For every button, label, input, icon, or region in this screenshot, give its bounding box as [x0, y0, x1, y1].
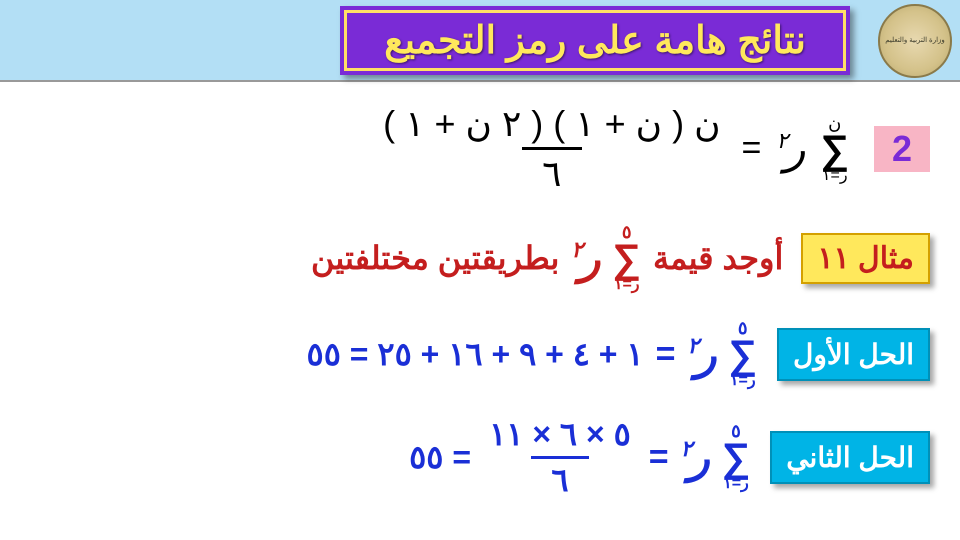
example-text: أوجد قيمة ٥ ∑ ر=١ ر٢ بطريقتين مختلفتين: [311, 223, 783, 293]
solution2-row: الحل الثاني ٥ ∑ ر=١ ر٢ = ٥ × ٦ × ١١ ٦ = …: [30, 415, 930, 499]
formula-expression: ن ∑ ر=١ ر٢ = ن ( ن + ١ ) ( ٢ ن + ١ ) ٦: [377, 102, 849, 195]
example-pre: أوجد قيمة: [653, 239, 783, 277]
fraction: ٥ × ٦ × ١١ ٦: [483, 415, 637, 499]
content: 2 ن ∑ ر=١ ر٢ = ن ( ن + ١ ) ( ٢ ن + ١ ) ٦…: [0, 82, 960, 499]
title-box: نتائج هامة على رمز التجميع: [340, 6, 850, 75]
variable-r: ر٢: [687, 329, 716, 380]
numerator: ٥ × ٦ × ١١: [483, 415, 637, 455]
equals-sign: =: [649, 438, 669, 477]
variable-r: ر٢: [571, 233, 600, 284]
sigma-lower: ر=١: [730, 373, 756, 389]
variable-r: ر٢: [681, 432, 710, 483]
sigma-symbol: ∑: [820, 130, 849, 170]
numerator: ن ( ن + ١ ) ( ٢ ن + ١ ): [377, 102, 726, 147]
denominator: ٦: [531, 456, 588, 499]
page-title: نتائج هامة على رمز التجميع: [384, 18, 806, 63]
variable-r: ر٢: [776, 123, 805, 174]
ministry-logo: وزارة التربية والتعليم: [878, 4, 952, 78]
solution1-row: الحل الأول ٥ ∑ ر=١ ر٢ = ١ + ٤ + ٩ + ١٦ +…: [30, 319, 930, 389]
sigma-lower: ر=١: [614, 277, 640, 293]
sigma-icon: ٥ ∑ ر=١: [729, 319, 758, 389]
equals-sign: =: [656, 335, 676, 374]
example-row: مثال ١١ أوجد قيمة ٥ ∑ ر=١ ر٢ بطريقتين مخ…: [30, 223, 930, 293]
formula-number-badge: 2: [874, 126, 930, 172]
sigma-icon: ٥ ∑ ر=١: [722, 422, 751, 492]
sigma-symbol: ∑: [729, 335, 758, 375]
header: وزارة التربية والتعليم نتائج هامة على رم…: [0, 0, 960, 82]
example-post: بطريقتين مختلفتين: [311, 239, 559, 277]
solution1-badge: الحل الأول: [777, 328, 930, 381]
solution2-math: ٥ ∑ ر=١ ر٢ = ٥ × ٦ × ١١ ٦ = ٥٥: [409, 415, 750, 499]
sigma-symbol: ∑: [612, 239, 641, 279]
sigma-icon: ٥ ∑ ر=١: [612, 223, 641, 293]
denominator: ٦: [522, 147, 581, 195]
sigma-lower: ر=١: [822, 168, 848, 184]
expansion: ١ + ٤ + ٩ + ١٦ + ٢٥ = ٥٥: [307, 335, 644, 373]
sigma-lower: ر=١: [723, 476, 749, 492]
solution2-badge: الحل الثاني: [770, 431, 930, 484]
example-badge: مثال ١١: [801, 233, 930, 284]
formula-row: 2 ن ∑ ر=١ ر٢ = ن ( ن + ١ ) ( ٢ ن + ١ ) ٦: [30, 102, 930, 195]
sigma-symbol: ∑: [722, 438, 751, 478]
solution1-math: ٥ ∑ ر=١ ر٢ = ١ + ٤ + ٩ + ١٦ + ٢٥ = ٥٥: [307, 319, 757, 389]
sigma-icon: ن ∑ ر=١: [820, 114, 849, 184]
logo-text: وزارة التربية والتعليم: [885, 37, 945, 45]
fraction: ن ( ن + ١ ) ( ٢ ن + ١ ) ٦: [377, 102, 726, 195]
equals-sign: =: [742, 129, 762, 168]
result: = ٥٥: [409, 438, 471, 476]
